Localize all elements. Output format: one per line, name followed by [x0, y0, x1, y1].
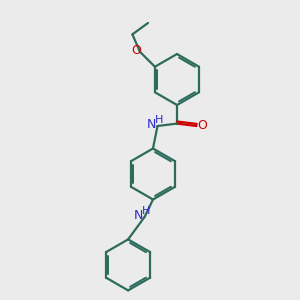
Text: O: O	[197, 119, 207, 132]
Text: H: H	[142, 206, 150, 216]
Text: N: N	[147, 118, 157, 131]
Text: O: O	[131, 44, 141, 57]
Text: N: N	[134, 208, 144, 222]
Text: H: H	[155, 115, 163, 125]
